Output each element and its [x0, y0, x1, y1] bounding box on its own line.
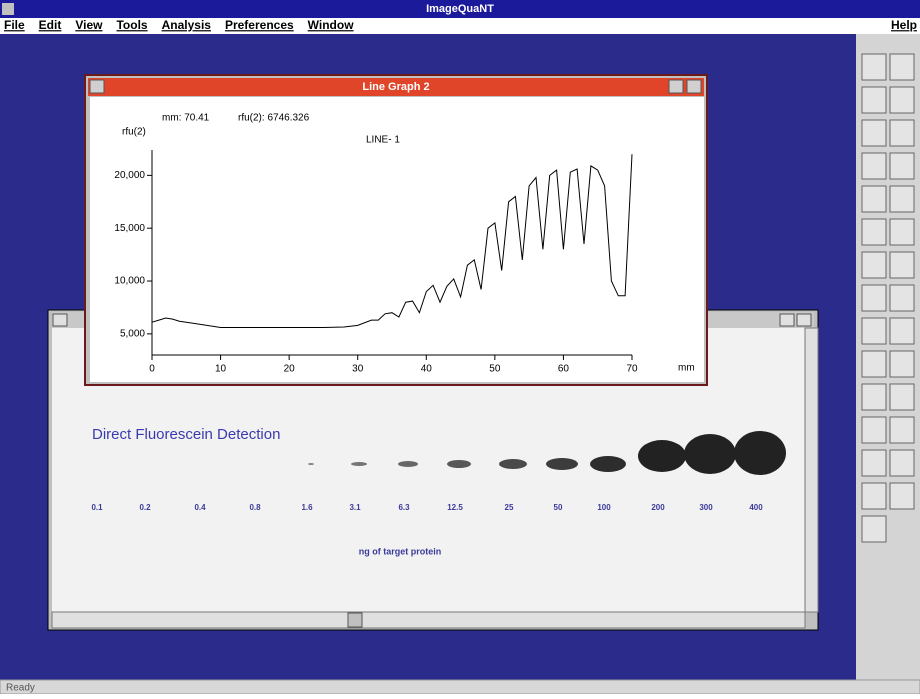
tool-button[interactable] — [890, 120, 914, 146]
menu-item[interactable]: Tools — [116, 18, 147, 32]
system-menu[interactable] — [2, 3, 14, 15]
gel-band — [638, 440, 686, 472]
line-label: LINE- 1 — [366, 135, 400, 146]
menu-item[interactable]: Preferences — [225, 18, 294, 32]
lane-label: 100 — [597, 503, 611, 512]
tool-button[interactable] — [890, 186, 914, 212]
screen: ImageQuaNT Help Ready Direct Fluorescein… — [0, 0, 920, 694]
tool-button[interactable] — [890, 318, 914, 344]
readout-mm: mm: 70.41 — [162, 113, 210, 124]
tool-button[interactable] — [890, 252, 914, 278]
tool-button[interactable] — [862, 516, 886, 542]
lane-label: 6.3 — [398, 503, 410, 512]
tool-button[interactable] — [862, 186, 886, 212]
gel-band — [447, 460, 471, 468]
lane-label: 0.2 — [139, 503, 151, 512]
tool-button[interactable] — [862, 483, 886, 509]
tool-button[interactable] — [862, 120, 886, 146]
tool-button[interactable] — [890, 483, 914, 509]
graph-maximize-button[interactable] — [687, 80, 701, 93]
y-tick-label: 15,000 — [114, 223, 145, 234]
tool-button[interactable] — [862, 87, 886, 113]
lane-label: 12.5 — [447, 503, 463, 512]
lane-label: 25 — [505, 503, 514, 512]
x-tick-label: 20 — [284, 364, 296, 375]
graph-system-button[interactable] — [90, 80, 104, 93]
y-tick-label: 20,000 — [114, 170, 145, 181]
gel-system-button[interactable] — [53, 314, 67, 326]
tool-button[interactable] — [862, 318, 886, 344]
graph-title: Line Graph 2 — [362, 81, 429, 93]
menu-item[interactable]: File — [4, 18, 25, 32]
tool-button[interactable] — [890, 153, 914, 179]
tool-button[interactable] — [890, 285, 914, 311]
tool-button[interactable] — [862, 417, 886, 443]
readout-rfu: rfu(2): 6746.326 — [238, 113, 310, 124]
x-tick-label: 40 — [421, 364, 433, 375]
gel-band — [499, 459, 527, 469]
tool-button[interactable] — [862, 450, 886, 476]
horizontal-scrollbar[interactable] — [52, 612, 805, 628]
gel-band — [351, 462, 367, 466]
x-tick-label: 0 — [149, 364, 155, 375]
gel-band — [398, 461, 418, 467]
menu-item[interactable]: Window — [308, 18, 355, 32]
x-tick-label: 70 — [626, 364, 638, 375]
gel-band — [684, 434, 736, 474]
scroll-thumb[interactable] — [348, 613, 362, 627]
x-axis-label: mm — [678, 363, 695, 374]
lane-label: 0.1 — [91, 503, 103, 512]
gel-axis-label: ng of target protein — [359, 546, 442, 556]
menu-item[interactable]: Help — [891, 18, 917, 32]
y-tick-label: 10,000 — [114, 276, 145, 287]
lane-label: 50 — [554, 503, 563, 512]
lane-label: 3.1 — [349, 503, 361, 512]
x-tick-label: 50 — [489, 364, 501, 375]
app-title: ImageQuaNT — [426, 3, 494, 15]
lane-label: 300 — [699, 503, 713, 512]
status-bar — [0, 680, 920, 694]
x-tick-label: 60 — [558, 364, 570, 375]
lane-label: 1.6 — [301, 503, 313, 512]
menu-item[interactable]: View — [75, 18, 103, 32]
y-tick-label: 5,000 — [120, 329, 145, 340]
x-tick-label: 30 — [352, 364, 364, 375]
gel-band — [590, 456, 626, 472]
tool-button[interactable] — [862, 252, 886, 278]
x-tick-label: 10 — [215, 364, 227, 375]
lane-label: 0.8 — [249, 503, 261, 512]
tool-button[interactable] — [862, 219, 886, 245]
lane-label: 200 — [651, 503, 665, 512]
gel-band — [308, 463, 314, 465]
y-axis-label: rfu(2) — [122, 127, 146, 138]
tool-button[interactable] — [890, 450, 914, 476]
graph-minimize-button[interactable] — [669, 80, 683, 93]
gel-band — [546, 458, 578, 470]
tool-button[interactable] — [890, 417, 914, 443]
tool-button[interactable] — [862, 153, 886, 179]
tool-button[interactable] — [890, 384, 914, 410]
tool-button[interactable] — [862, 351, 886, 377]
tool-button[interactable] — [862, 285, 886, 311]
tool-button[interactable] — [890, 87, 914, 113]
gel-maximize-button[interactable] — [797, 314, 811, 326]
gel-band — [734, 431, 786, 475]
vertical-scrollbar[interactable] — [805, 328, 818, 612]
lane-label: 0.4 — [194, 503, 206, 512]
menu-item[interactable]: Analysis — [162, 18, 212, 32]
lane-label: 400 — [749, 503, 763, 512]
gel-title: Direct Fluorescein Detection — [92, 426, 280, 443]
gel-minimize-button[interactable] — [780, 314, 794, 326]
tool-button[interactable] — [890, 54, 914, 80]
menu-item[interactable]: Edit — [39, 18, 62, 32]
tool-button[interactable] — [890, 351, 914, 377]
tool-button[interactable] — [862, 54, 886, 80]
status-text: Ready — [6, 683, 35, 694]
tool-button[interactable] — [890, 219, 914, 245]
tool-button[interactable] — [862, 384, 886, 410]
